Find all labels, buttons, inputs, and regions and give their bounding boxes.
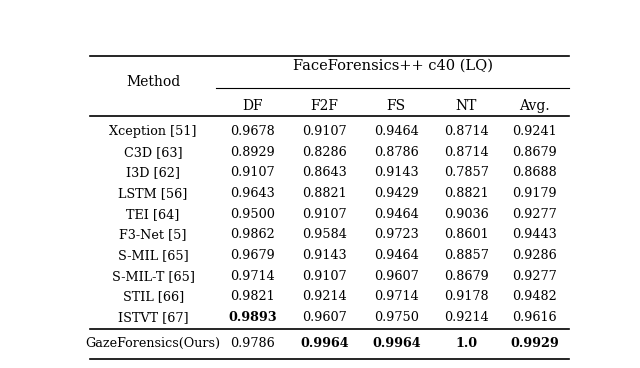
- Text: TEI [64]: TEI [64]: [127, 208, 180, 221]
- Text: 0.9143: 0.9143: [374, 166, 419, 179]
- Text: 0.9443: 0.9443: [513, 229, 557, 241]
- Text: 0.8714: 0.8714: [444, 146, 489, 159]
- Text: Avg.: Avg.: [520, 99, 550, 113]
- Text: 0.9607: 0.9607: [374, 270, 419, 283]
- Text: 0.8929: 0.8929: [230, 146, 275, 159]
- Text: STIL [66]: STIL [66]: [122, 290, 184, 304]
- Text: LSTM [56]: LSTM [56]: [118, 187, 188, 200]
- Text: 0.9723: 0.9723: [374, 229, 419, 241]
- Text: 0.8286: 0.8286: [302, 146, 347, 159]
- Text: 0.9178: 0.9178: [444, 290, 489, 304]
- Text: ISTVT [67]: ISTVT [67]: [118, 311, 188, 324]
- Text: FaceForensics++ c40 (LQ): FaceForensics++ c40 (LQ): [292, 59, 493, 72]
- Text: 0.9107: 0.9107: [230, 166, 275, 179]
- Text: 0.9482: 0.9482: [513, 290, 557, 304]
- Text: S-MIL-T [65]: S-MIL-T [65]: [111, 270, 195, 283]
- Text: 0.9929: 0.9929: [511, 337, 559, 350]
- Text: 0.9893: 0.9893: [228, 311, 276, 324]
- Text: DF: DF: [242, 99, 262, 113]
- Text: S-MIL [65]: S-MIL [65]: [118, 249, 189, 262]
- Text: 0.9821: 0.9821: [230, 290, 275, 304]
- Text: 0.9464: 0.9464: [374, 208, 419, 221]
- Text: 0.8786: 0.8786: [374, 146, 419, 159]
- Text: 0.9464: 0.9464: [374, 249, 419, 262]
- Text: 0.8679: 0.8679: [444, 270, 489, 283]
- Text: F2F: F2F: [310, 99, 339, 113]
- Text: 0.8857: 0.8857: [444, 249, 489, 262]
- Text: 0.8714: 0.8714: [444, 125, 489, 138]
- Text: 0.9107: 0.9107: [302, 125, 347, 138]
- Text: 0.9277: 0.9277: [513, 208, 557, 221]
- Text: 1.0: 1.0: [455, 337, 477, 350]
- Text: 0.9429: 0.9429: [374, 187, 419, 200]
- Text: 0.9607: 0.9607: [302, 311, 347, 324]
- Text: 0.8688: 0.8688: [513, 166, 557, 179]
- Text: 0.9714: 0.9714: [374, 290, 419, 304]
- Text: 0.9214: 0.9214: [444, 311, 489, 324]
- Text: GazeForensics(Ours): GazeForensics(Ours): [86, 337, 221, 350]
- Text: 0.9643: 0.9643: [230, 187, 275, 200]
- Text: NT: NT: [456, 99, 477, 113]
- Text: 0.9107: 0.9107: [302, 270, 347, 283]
- Text: 0.9679: 0.9679: [230, 249, 275, 262]
- Text: 0.9107: 0.9107: [302, 208, 347, 221]
- Text: 0.9750: 0.9750: [374, 311, 419, 324]
- Text: 0.9616: 0.9616: [513, 311, 557, 324]
- Text: 0.7857: 0.7857: [444, 166, 489, 179]
- Text: 0.8821: 0.8821: [302, 187, 347, 200]
- Text: FS: FS: [387, 99, 406, 113]
- Text: 0.8679: 0.8679: [513, 146, 557, 159]
- Text: 0.8821: 0.8821: [444, 187, 489, 200]
- Text: 0.9678: 0.9678: [230, 125, 275, 138]
- Text: 0.9862: 0.9862: [230, 229, 275, 241]
- Text: 0.9500: 0.9500: [230, 208, 275, 221]
- Text: 0.9036: 0.9036: [444, 208, 489, 221]
- Text: 0.9584: 0.9584: [302, 229, 347, 241]
- Text: 0.8601: 0.8601: [444, 229, 489, 241]
- Text: 0.8643: 0.8643: [302, 166, 347, 179]
- Text: C3D [63]: C3D [63]: [124, 146, 182, 159]
- Text: 0.9179: 0.9179: [513, 187, 557, 200]
- Text: 0.9214: 0.9214: [302, 290, 347, 304]
- Text: 0.9143: 0.9143: [302, 249, 347, 262]
- Text: 0.9464: 0.9464: [374, 125, 419, 138]
- Text: 0.9964: 0.9964: [300, 337, 349, 350]
- Text: F3-Net [5]: F3-Net [5]: [120, 229, 187, 241]
- Text: Xception [51]: Xception [51]: [109, 125, 197, 138]
- Text: 0.9286: 0.9286: [513, 249, 557, 262]
- Text: 0.9241: 0.9241: [513, 125, 557, 138]
- Text: 0.9786: 0.9786: [230, 337, 275, 350]
- Text: Method: Method: [126, 75, 180, 89]
- Text: 0.9714: 0.9714: [230, 270, 275, 283]
- Text: 0.9964: 0.9964: [372, 337, 420, 350]
- Text: I3D [62]: I3D [62]: [126, 166, 180, 179]
- Text: 0.9277: 0.9277: [513, 270, 557, 283]
